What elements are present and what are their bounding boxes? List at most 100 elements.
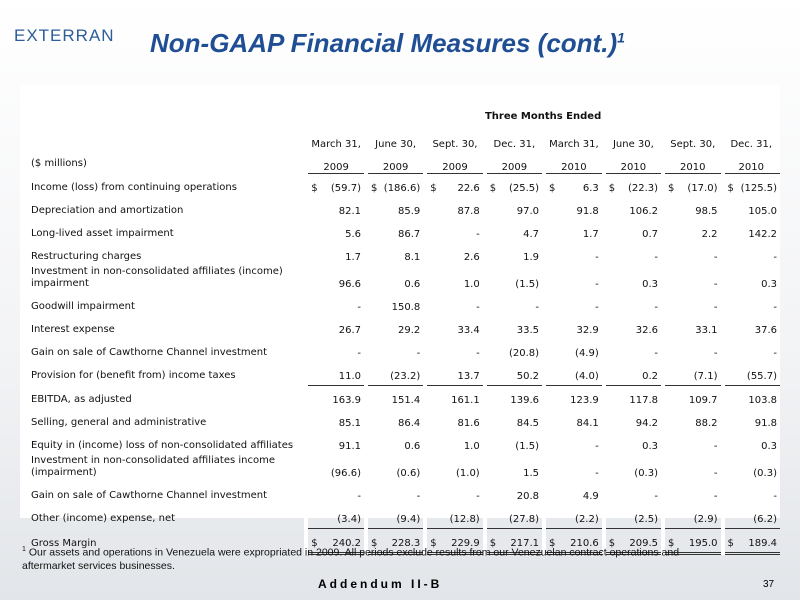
footnote-text: Our assets and operations in Venezuela w… — [22, 546, 680, 572]
cell: 2.6 — [423, 242, 485, 266]
cell-value: 86.7 — [397, 228, 421, 240]
cell-value: (186.6) — [383, 182, 421, 194]
table-panel: Three Months Ended March 31, June 30, Sept.… — [20, 86, 780, 555]
cell: 84.1 — [542, 408, 604, 432]
cell: - — [660, 431, 723, 455]
cell: (3.4) — [304, 504, 366, 529]
row-label: Goodwill impairment — [31, 300, 135, 312]
row-label: Selling, general and administrative — [31, 416, 207, 428]
row-label: EBITDA, as adjusted — [31, 393, 132, 405]
cell-value: 85.9 — [397, 205, 421, 217]
cell-value: 91.1 — [338, 440, 361, 452]
cell-value: 117.8 — [629, 394, 659, 406]
footnote-marker: 1 — [22, 546, 26, 553]
cell-value: 2.2 — [701, 228, 718, 240]
cell: - — [601, 338, 664, 362]
cell-value: (55.7) — [746, 370, 777, 382]
cell: - — [720, 338, 780, 362]
cell-value: 0.3 — [761, 278, 777, 290]
cell: $217.1 — [482, 528, 545, 555]
currency-symbol: $ — [727, 182, 734, 194]
table-row: EBITDA, as adjusted 163.9 151.4 161.1 139.6 1… — [28, 385, 780, 409]
currency-symbol: $ — [549, 182, 556, 194]
cell: (0.6) — [363, 454, 426, 482]
cell-value: - — [713, 490, 718, 502]
cell: 151.4 — [363, 385, 426, 409]
cell-value: - — [595, 440, 599, 452]
cell-value: 161.1 — [451, 394, 480, 406]
cell: (1.0) — [423, 454, 485, 482]
footer-label: Addendum II-B — [318, 577, 443, 591]
cell: (20.8) — [482, 338, 545, 362]
column-year: 2009 — [365, 150, 426, 174]
table-row: Equity in (income) loss of non-consolida… — [28, 431, 780, 455]
cell-value: - — [416, 490, 421, 502]
table-row: Gross Margin $240.2 $228.3 $229.9 $217.1 $210… — [28, 528, 780, 555]
cell-value: 228.3 — [391, 537, 421, 549]
cell-value: (12.8) — [449, 513, 480, 525]
cell: - — [482, 292, 545, 316]
table-row: Income (loss) from continuing operations… — [28, 173, 780, 197]
cell-value: 26.7 — [338, 324, 361, 336]
cell-value: - — [773, 490, 777, 502]
cell: $ (125.5) — [720, 173, 780, 197]
row-label: Provision for (benefit from) income taxe… — [31, 370, 236, 381]
cell-value: (17.0) — [687, 182, 718, 194]
slide-title: Non-GAAP Financial Measures (cont.)1 — [150, 28, 625, 59]
table-row: Restructuring charges 1.7 8.1 2.6 1.9 - - - - — [28, 242, 780, 266]
cell: 96.6 — [304, 265, 366, 293]
cell: 150.8 — [363, 292, 426, 316]
cell-value: 1.7 — [582, 228, 599, 240]
table-row: Gain on sale of Cawthorne Channel invest… — [28, 481, 780, 505]
cell: $228.3 — [363, 528, 426, 555]
cell: 142.2 — [720, 219, 780, 243]
cell-value: 32.6 — [635, 324, 659, 336]
title-text: Non-GAAP Financial Measures (cont.) — [150, 28, 618, 58]
cell: $229.9 — [423, 528, 485, 555]
cell-value: (1.0) — [456, 467, 480, 479]
cell-value: (2.9) — [693, 513, 718, 525]
cell: 105.0 — [720, 196, 780, 220]
column-year: 2010 — [663, 150, 723, 174]
cell-value: 195.0 — [688, 537, 718, 549]
cell-value: 210.6 — [570, 537, 599, 549]
cell: - — [363, 338, 426, 362]
cell: 4.9 — [542, 481, 604, 505]
cell: - — [304, 292, 366, 316]
cell-value: - — [654, 490, 659, 502]
cell-value: 33.1 — [695, 324, 718, 336]
cell: - — [542, 431, 604, 455]
cell-value: 1.7 — [345, 251, 361, 263]
cell-value: (4.9) — [575, 347, 599, 359]
cell-value: - — [476, 490, 480, 502]
cell: - — [660, 454, 723, 482]
cell: - — [542, 242, 604, 266]
cell: $ (25.5) — [482, 173, 545, 197]
table-row: Investment in non-consolidated affiliate… — [28, 454, 780, 482]
cell-value: 29.2 — [397, 324, 421, 336]
cell: (7.1) — [660, 361, 723, 386]
column-year: 2010 — [603, 150, 664, 174]
cell-value: 91.8 — [576, 205, 599, 217]
cell: 33.5 — [482, 315, 545, 339]
cell-value: 0.2 — [642, 370, 659, 382]
column-header-row: March 31, June 30, Sept. 30, Dec. 31, March … — [28, 122, 780, 150]
cell-value: 84.1 — [576, 417, 599, 429]
cell: 94.2 — [601, 408, 664, 432]
cell-value: 85.1 — [338, 417, 361, 429]
cell-value: 97.0 — [516, 205, 540, 217]
cell: 139.6 — [482, 385, 545, 409]
cell-value: (27.8) — [508, 513, 540, 525]
cell: 26.7 — [304, 315, 366, 339]
cell-value: 50.2 — [516, 370, 540, 382]
cell: $22.6 — [423, 173, 485, 197]
cell-value: - — [595, 251, 599, 263]
currency-symbol: $ — [311, 182, 318, 194]
cell-value: - — [654, 251, 659, 263]
cell-value: 229.9 — [451, 537, 480, 549]
cell: 1.0 — [423, 431, 485, 455]
row-label: Gross Margin — [31, 538, 97, 549]
cell-value: - — [713, 301, 718, 313]
cell-value: (59.7) — [330, 182, 361, 194]
cell: 11.0 — [304, 361, 366, 386]
